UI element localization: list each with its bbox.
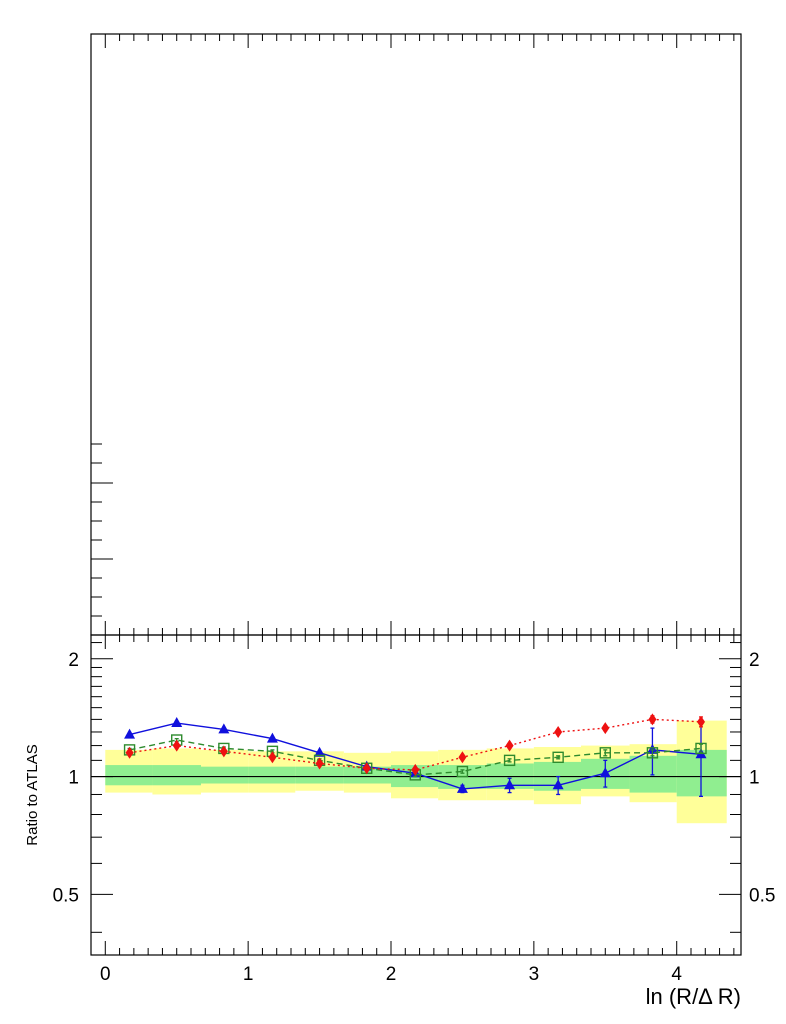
data-point-diamond <box>411 763 420 776</box>
data-point-diamond <box>697 715 705 728</box>
data-point-triangle <box>171 717 183 728</box>
data-point-square <box>552 751 564 764</box>
x-tick-label: 1 <box>243 964 254 985</box>
data-point-triangle <box>124 728 136 739</box>
ratio-tick-labels: 0 1 2 3 4 0.5 0.5 1 1 2 2 <box>53 650 776 985</box>
data-point-diamond <box>268 751 277 764</box>
x-axis-title: ln (R/Δ R) <box>646 984 741 1009</box>
data-point-square <box>695 742 707 755</box>
series-diamond <box>125 713 705 776</box>
data-point-diamond <box>362 762 371 775</box>
data-point-triangle <box>552 779 564 790</box>
data-point-triangle <box>314 746 326 757</box>
y-tick-label: 2 <box>68 650 79 671</box>
data-point-diamond <box>458 751 467 764</box>
series-layer <box>123 713 707 798</box>
ratio-panel: 0 1 2 3 4 0.5 0.5 1 1 2 2 <box>53 634 776 985</box>
data-point-diamond <box>648 713 657 726</box>
ratio-panel-frame <box>90 634 742 956</box>
band-stat-bin <box>343 766 391 784</box>
data-point-triangle <box>646 743 658 754</box>
data-point-triangle <box>218 723 230 734</box>
data-point-triangle <box>599 767 611 778</box>
data-point-square <box>503 754 516 767</box>
band-stat-bin <box>295 766 344 784</box>
data-point-diamond <box>601 722 610 735</box>
band-stat-bin <box>248 766 296 784</box>
data-point-square <box>646 747 659 759</box>
y-tick-label-right: 2 <box>749 650 760 671</box>
band-stat-bin <box>152 765 201 786</box>
y-tick-label-right: 1 <box>749 768 760 789</box>
data-point-diamond <box>554 725 563 738</box>
band-stat-bin <box>201 766 249 784</box>
data-point-triangle <box>266 732 278 743</box>
x-tick-label: 0 <box>100 964 111 985</box>
upper-ticks <box>91 34 735 635</box>
data-point-diamond <box>315 757 324 770</box>
y-tick-label: 1 <box>68 768 79 789</box>
x-tick-label: 4 <box>671 964 682 985</box>
y-axis-title: Ratio to ATLAS <box>24 744 41 845</box>
data-point-diamond <box>172 739 181 752</box>
band-stat-bin <box>629 755 677 793</box>
y-tick-label-right: 0.5 <box>749 885 775 906</box>
x-tick-label: 3 <box>529 964 540 985</box>
data-point-square <box>599 747 611 759</box>
data-point-square <box>456 765 469 778</box>
ratio-ticks <box>91 635 741 955</box>
y-tick-label: 0.5 <box>53 885 79 906</box>
data-point-diamond <box>505 739 514 752</box>
x-tick-label: 2 <box>386 964 397 985</box>
data-point-triangle <box>504 779 516 790</box>
data-point-diamond <box>219 745 228 758</box>
data-point-triangle <box>456 782 468 793</box>
data-point-diamond <box>125 746 134 759</box>
band-stat-bin <box>105 765 153 786</box>
